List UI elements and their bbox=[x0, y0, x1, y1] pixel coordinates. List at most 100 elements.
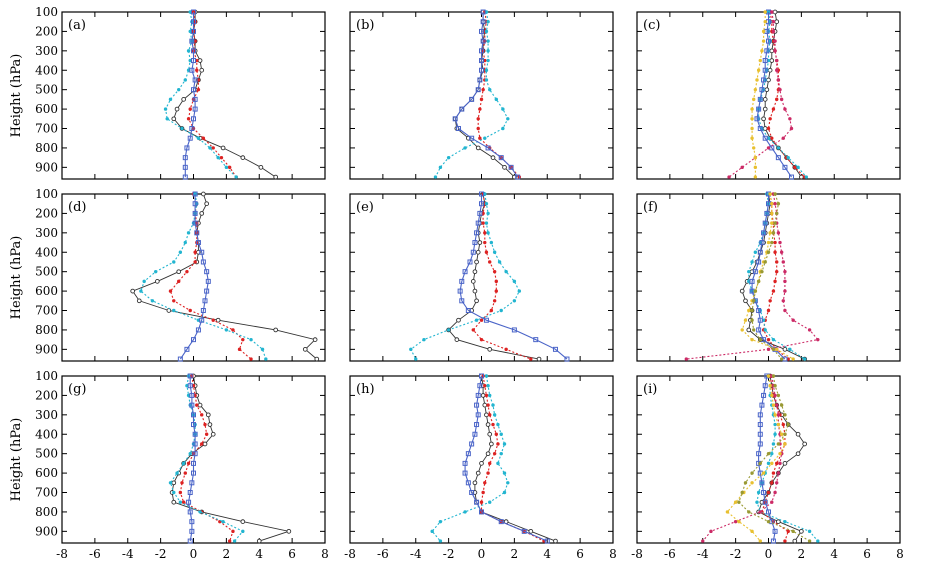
data-point bbox=[483, 481, 487, 485]
data-point bbox=[195, 327, 201, 333]
series-line-magenta bbox=[686, 193, 819, 360]
data-point bbox=[165, 117, 169, 121]
data-point bbox=[776, 442, 781, 446]
data-point bbox=[779, 432, 784, 436]
data-point bbox=[200, 442, 204, 446]
data-point bbox=[773, 279, 777, 284]
data-point bbox=[754, 116, 760, 122]
x-tick-label: -6 bbox=[377, 547, 389, 561]
data-point bbox=[766, 461, 771, 466]
data-point bbox=[515, 174, 521, 180]
data-point bbox=[757, 96, 763, 102]
data-point bbox=[776, 393, 781, 398]
panel-b: (b) bbox=[349, 9, 614, 180]
data-point bbox=[472, 288, 478, 294]
data-point bbox=[237, 347, 242, 352]
y-tick-label: 800 bbox=[35, 505, 58, 519]
data-point bbox=[454, 337, 460, 342]
data-point bbox=[485, 422, 491, 427]
data-point bbox=[459, 106, 465, 112]
data-point bbox=[775, 403, 779, 407]
series-line-cyan bbox=[140, 193, 267, 360]
data-point bbox=[486, 231, 490, 235]
data-point bbox=[789, 174, 795, 180]
data-point bbox=[764, 48, 770, 54]
data-point bbox=[186, 499, 192, 505]
data-point bbox=[758, 461, 762, 466]
data-point bbox=[232, 539, 237, 543]
data-point bbox=[221, 519, 225, 524]
data-point bbox=[469, 135, 475, 141]
x-tick-label: 8 bbox=[609, 547, 617, 561]
data-point bbox=[816, 539, 820, 543]
series-line-red bbox=[472, 193, 532, 360]
data-point bbox=[488, 260, 492, 264]
data-point bbox=[479, 500, 484, 504]
data-point bbox=[750, 471, 754, 475]
data-point bbox=[483, 240, 487, 245]
y-tick-label: 200 bbox=[35, 388, 58, 402]
data-point bbox=[414, 357, 418, 361]
data-point bbox=[187, 373, 193, 379]
data-point bbox=[204, 201, 209, 207]
data-point bbox=[476, 117, 480, 121]
x-tick-label: -4 bbox=[410, 547, 422, 561]
data-point bbox=[186, 461, 191, 466]
data-point bbox=[472, 431, 478, 437]
series-line-red bbox=[169, 193, 252, 360]
data-point bbox=[492, 299, 497, 303]
data-point bbox=[766, 347, 771, 352]
data-point bbox=[198, 510, 202, 514]
data-point bbox=[200, 308, 206, 314]
data-point bbox=[192, 77, 198, 83]
data-point bbox=[779, 357, 784, 361]
x-tick-label: 0 bbox=[765, 547, 773, 561]
y-tick-label: 600 bbox=[35, 284, 58, 298]
x-tick-label: 4 bbox=[543, 547, 551, 561]
series-line-cyan bbox=[435, 11, 509, 178]
data-point bbox=[470, 249, 476, 255]
data-point bbox=[552, 346, 558, 352]
data-point bbox=[142, 279, 146, 284]
data-point bbox=[758, 510, 762, 514]
data-point bbox=[762, 67, 768, 73]
data-point bbox=[227, 539, 232, 543]
data-point bbox=[178, 490, 183, 495]
data-point bbox=[775, 260, 779, 264]
data-point bbox=[750, 337, 754, 342]
series-line-cyan bbox=[748, 193, 806, 360]
data-point bbox=[761, 29, 766, 34]
x-tick-label: 8 bbox=[321, 547, 329, 561]
data-point bbox=[770, 538, 776, 544]
data-point bbox=[750, 529, 754, 534]
data-point bbox=[216, 155, 220, 160]
data-point bbox=[273, 327, 279, 333]
data-point bbox=[758, 337, 762, 342]
data-point bbox=[757, 249, 763, 255]
data-point bbox=[486, 39, 490, 43]
data-point bbox=[199, 249, 205, 255]
panel-frame bbox=[61, 375, 326, 544]
data-point bbox=[786, 422, 790, 427]
data-point bbox=[756, 308, 762, 314]
data-point bbox=[762, 135, 768, 141]
data-point bbox=[249, 337, 253, 342]
data-point bbox=[553, 538, 558, 544]
data-point bbox=[769, 48, 775, 54]
data-point bbox=[802, 441, 808, 447]
data-point bbox=[196, 87, 201, 92]
data-point bbox=[492, 250, 497, 254]
data-point bbox=[480, 19, 486, 25]
data-point bbox=[775, 97, 779, 102]
data-point bbox=[187, 509, 193, 515]
data-point bbox=[768, 299, 772, 303]
y-tick-label: 700 bbox=[35, 122, 58, 136]
data-point bbox=[791, 357, 795, 361]
data-point bbox=[737, 519, 741, 524]
y-tick-label: 700 bbox=[35, 486, 58, 500]
data-point bbox=[763, 328, 767, 332]
data-point bbox=[215, 317, 221, 323]
x-tick-label: -8 bbox=[56, 547, 68, 561]
series-line-blue bbox=[459, 194, 568, 360]
y-tick-label: 500 bbox=[35, 83, 58, 97]
